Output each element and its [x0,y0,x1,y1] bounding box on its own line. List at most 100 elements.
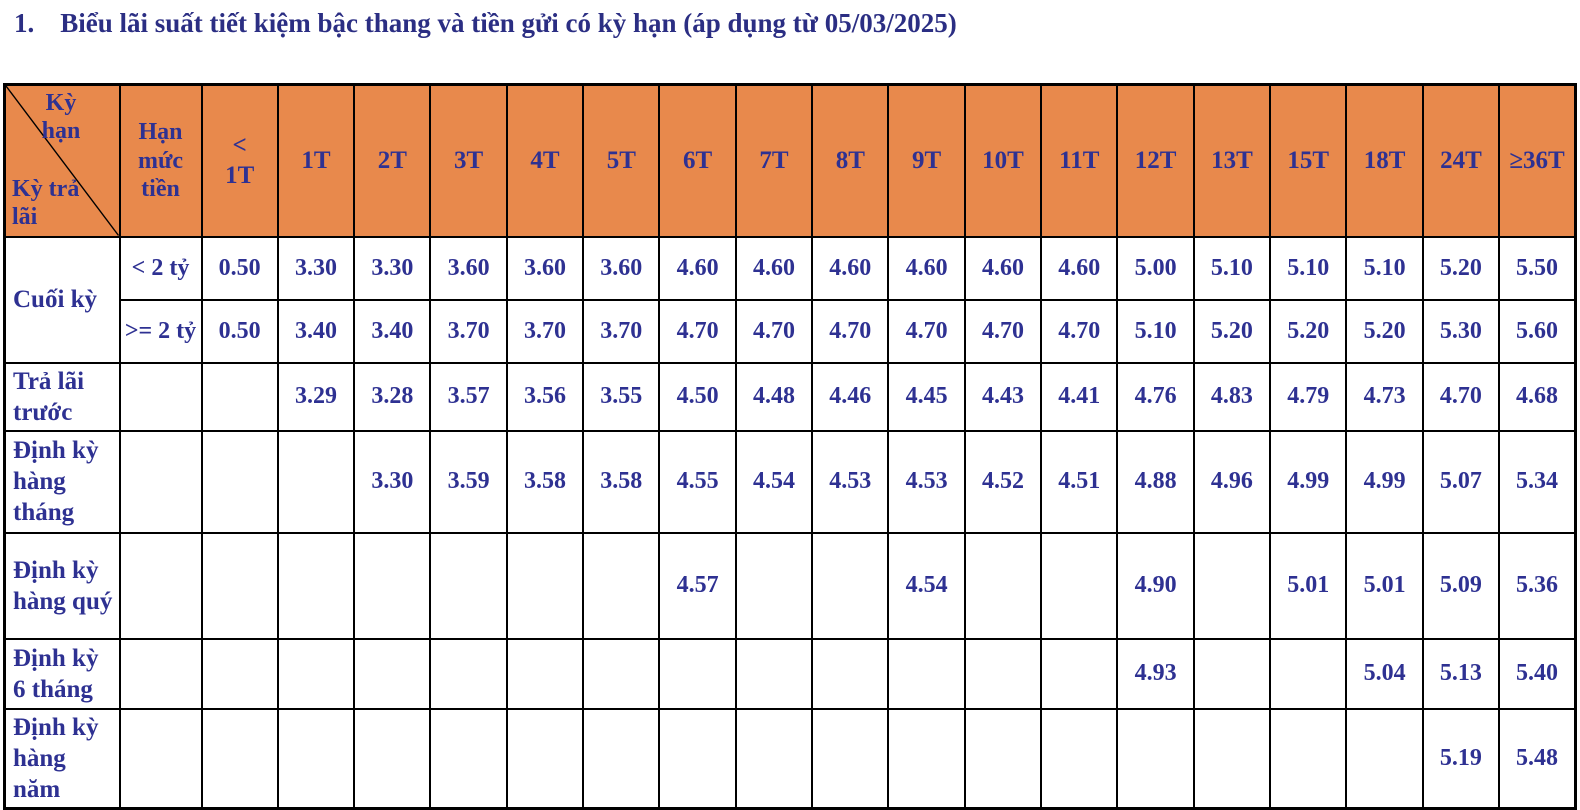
rate-cell [200,637,279,710]
rate-cell [353,637,432,710]
rate-cell: 3.58 [505,429,585,534]
term-column-header: 6T [658,83,737,238]
rate-cell: 5.10 [1192,235,1272,301]
term-column-label: 3T [454,146,484,174]
rate-cell: 5.00 [1116,235,1195,301]
corner-payout-label: Kỳ trả lãi [12,176,80,230]
rate-cell: 3.58 [582,429,661,534]
rate-cell: 3.59 [429,429,508,534]
rate-cell: 4.96 [1192,429,1272,534]
term-column-header: 9T [887,83,966,238]
rate-cell: 3.60 [505,235,585,301]
corner-header-cell: Kỳ hạn Kỳ trả lãi [3,83,121,238]
rate-cell [658,707,737,809]
rate-cell: 4.55 [658,429,737,534]
rate-cell: 5.20 [1421,235,1501,301]
term-column-header: 11T [1040,83,1119,238]
term-column-label: ≥36T [1509,146,1565,174]
interest-rate-table: Kỳ hạn Kỳ trả lãi Hạn mức tiền < 1T 1T 2T 3… [3,83,1577,810]
term-column-label: 10T [982,146,1024,174]
page-title: 1. Biểu lãi suất tiết kiệm bậc thang và … [0,0,1580,39]
rate-cell [1192,707,1272,809]
rate-cell: 4.60 [734,235,814,301]
rate-cell: 4.51 [1040,429,1119,534]
rate-cell [1345,707,1424,809]
title-text: Biểu lãi suất tiết kiệm bậc thang và tiề… [60,8,957,38]
term-column-label: 7T [759,146,789,174]
rate-cell: 4.99 [1345,429,1424,534]
rate-cell: 5.34 [1498,429,1577,534]
term-column-label: 11T [1059,146,1100,174]
rate-cell [582,531,661,640]
term-column-label: 18T [1363,146,1406,174]
rate-cell: 4.60 [887,235,966,301]
term-column-label: 6T [683,146,713,174]
term-column-header: 24T [1421,83,1501,238]
rate-cell: 5.20 [1345,298,1424,364]
rate-cell: 4.79 [1269,361,1348,432]
rate-cell: 3.40 [276,298,356,364]
rate-cell [505,637,585,710]
rate-cell [1192,531,1272,640]
rate-cell [200,531,279,640]
rate-cell [353,707,432,809]
rate-cell [887,637,966,710]
rate-cell [1040,637,1119,710]
rate-cell [811,707,890,809]
rate-cell: 4.41 [1040,361,1119,432]
rate-cell: 5.48 [1498,707,1577,809]
rate-cell: 0.50 [200,235,279,301]
rate-cell [276,637,356,710]
term-column-label: < 1T [225,131,255,189]
rate-cell [582,637,661,710]
rate-cell: 4.48 [734,361,814,432]
rate-cell: 4.70 [734,298,814,364]
term-column-header: 15T [1269,83,1348,238]
term-column-header: 10T [963,83,1043,238]
rate-cell: 5.09 [1421,531,1501,640]
rate-cell [658,637,737,710]
row-label: Trả lãi trước [3,361,121,432]
rate-cell [734,531,814,640]
rate-cell [963,707,1043,809]
rate-cell [276,531,356,640]
rate-cell: 4.90 [1116,531,1195,640]
rate-cell: 3.70 [429,298,508,364]
rate-cell: 3.60 [582,235,661,301]
rate-cell: 3.30 [353,429,432,534]
rate-cell: 3.30 [276,235,356,301]
rate-cell: 4.83 [1192,361,1272,432]
rate-cell: 5.20 [1269,298,1348,364]
rate-cell: 4.70 [658,298,737,364]
term-column-label: 15T [1287,146,1330,174]
term-column-header: 12T [1116,83,1195,238]
rate-cell [1192,637,1272,710]
rate-cell: 5.13 [1421,637,1501,710]
rate-cell: 4.54 [734,429,814,534]
limit-cell: >= 2 tỷ [118,298,203,364]
rate-cell: 4.70 [1040,298,1119,364]
rate-cell [200,361,279,432]
rate-cell [505,707,585,809]
rate-cell: 5.40 [1498,637,1577,710]
term-column-header: < 1T [200,83,279,238]
term-column-header: 2T [353,83,432,238]
term-column-header: ≥36T [1498,83,1577,238]
rate-cell: 4.53 [811,429,890,534]
rate-cell: 5.10 [1345,235,1424,301]
rate-cell: 4.46 [811,361,890,432]
rate-cell: 5.01 [1269,531,1348,640]
limit-cell [118,429,203,534]
rate-cell [353,531,432,640]
term-column-header: 8T [811,83,890,238]
limit-cell [118,361,203,432]
rate-cell: 3.56 [505,361,585,432]
term-column-label: 4T [530,146,560,174]
term-column-label: 24T [1440,146,1482,174]
rate-cell [963,637,1043,710]
term-column-label: 8T [835,146,865,174]
diagonal-line-icon [6,86,119,236]
rate-cell [276,429,356,534]
rate-cell: 4.45 [887,361,966,432]
rate-cell: 4.70 [811,298,890,364]
